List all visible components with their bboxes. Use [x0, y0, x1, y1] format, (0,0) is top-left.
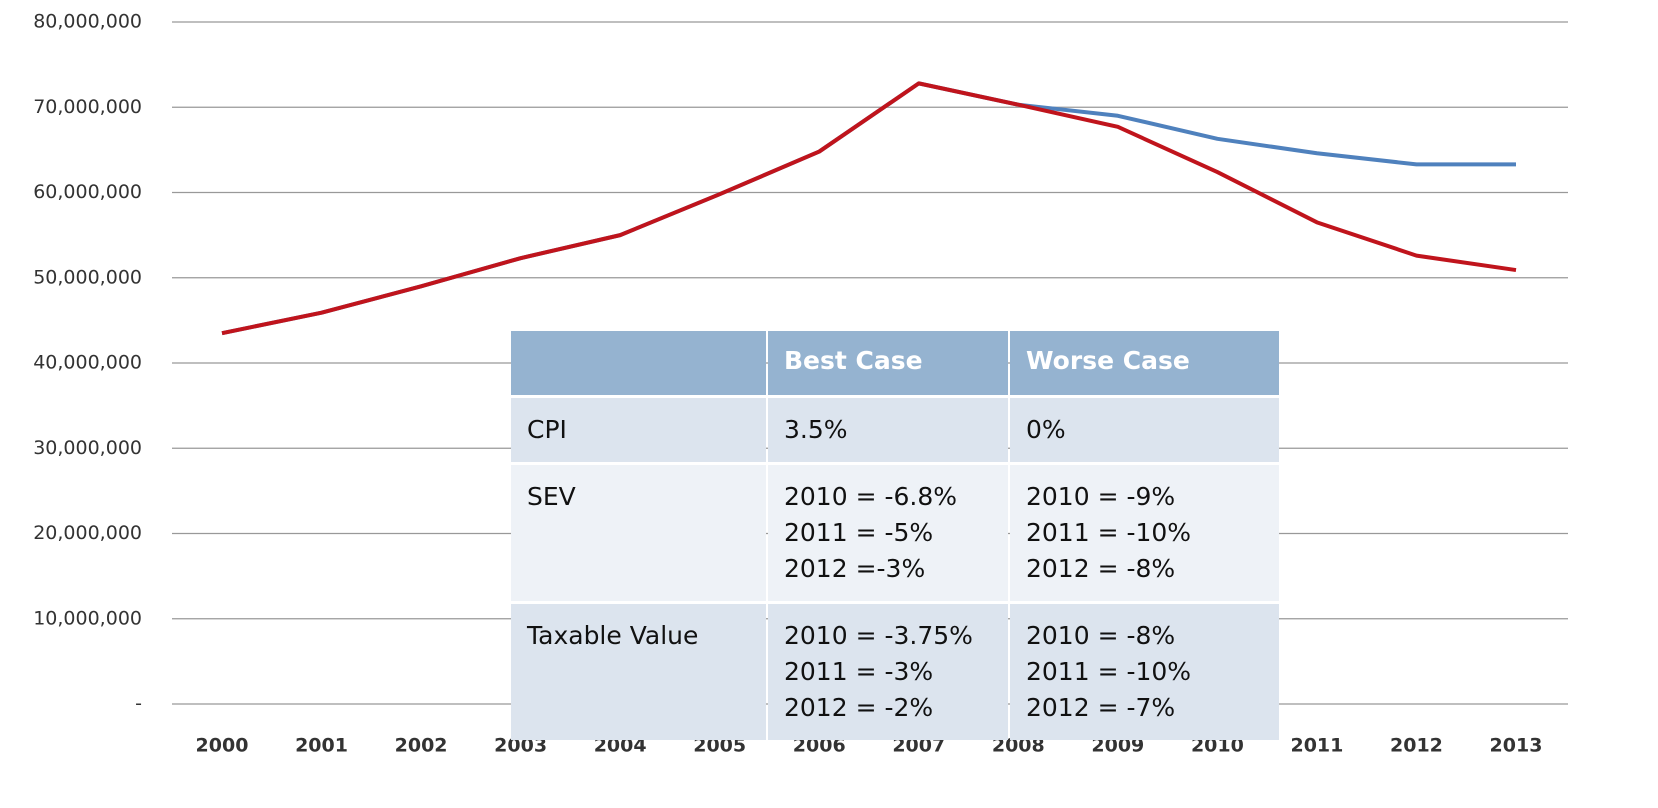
- y-tick-label: 60,000,000: [33, 181, 142, 203]
- header-cell: Best Case: [768, 331, 1008, 395]
- cell-line: 2012 = -8%: [1026, 554, 1176, 583]
- cell-line: 2010 = -8%: [1026, 621, 1176, 650]
- row-label: CPI: [511, 398, 766, 462]
- x-tick-label: 2006: [793, 735, 846, 757]
- y-tick-label: 80,000,000: [33, 11, 142, 33]
- x-tick-label: 2001: [295, 735, 348, 757]
- cell-line: 2012 =-3%: [784, 554, 926, 583]
- x-tick-label: 2007: [892, 735, 945, 757]
- x-tick-label: 2011: [1290, 735, 1343, 757]
- x-tick-label: 2002: [395, 735, 448, 757]
- y-tick-label: 30,000,000: [33, 437, 142, 459]
- x-tick-label: 2008: [992, 735, 1045, 757]
- line-series: [221, 81, 1516, 336]
- table-row: SEV 2010 = -6.8% 2011 = -5% 2012 =-3% 2010 =…: [511, 465, 1279, 601]
- cell-line: 0%: [1026, 415, 1066, 444]
- header-cell: [511, 331, 766, 395]
- cell-line: 2011 = -10%: [1026, 518, 1192, 547]
- line-series: [221, 81, 1517, 336]
- table-cell: 2010 = -9% 2011 = -10% 2012 = -8%: [1010, 465, 1279, 601]
- table: Best Case Worse Case CPI 3.5% 0% SEV 2010 = -6…: [511, 331, 1279, 743]
- y-tick-label: -: [135, 693, 142, 715]
- x-tick-label: 2004: [594, 735, 647, 757]
- x-tick-label: 2000: [196, 735, 249, 757]
- cell-line: 2012 = -7%: [1026, 693, 1176, 722]
- table-cell: 3.5%: [768, 398, 1008, 462]
- table-row: Taxable Value 2010 = -3.75% 2011 = -3% 2012…: [511, 604, 1279, 740]
- y-tick-label: 50,000,000: [33, 266, 142, 288]
- y-tick-label: 20,000,000: [33, 522, 142, 544]
- x-tick-label: 2009: [1091, 735, 1144, 757]
- row-label: Taxable Value: [511, 604, 766, 740]
- x-tick-label: 2012: [1390, 735, 1443, 757]
- cell-line: 2010 = -6.8%: [784, 482, 957, 511]
- cell-line: 2011 = -10%: [1026, 657, 1192, 686]
- y-tick-label: 70,000,000: [33, 96, 142, 118]
- y-tick-label: 40,000,000: [33, 352, 142, 374]
- table-cell: 0%: [1010, 398, 1279, 462]
- table-cell: 2010 = -3.75% 2011 = -3% 2012 = -2%: [768, 604, 1008, 740]
- row-label: SEV: [511, 465, 766, 601]
- table-cell: 2010 = -6.8% 2011 = -5% 2012 =-3%: [768, 465, 1008, 601]
- x-tick-label: 2005: [693, 735, 746, 757]
- cell-line: 2012 = -2%: [784, 693, 934, 722]
- table-row: CPI 3.5% 0%: [511, 398, 1279, 462]
- x-tick-label: 2010: [1191, 735, 1244, 757]
- cell-line: 2010 = -9%: [1026, 482, 1176, 511]
- cell-line: 2010 = -3.75%: [784, 621, 973, 650]
- cell-line: 2011 = -5%: [784, 518, 934, 547]
- y-tick-label: 10,000,000: [33, 607, 142, 629]
- cell-line: 2011 = -3%: [784, 657, 934, 686]
- x-tick-label: 2003: [494, 735, 547, 757]
- table-cell: 2010 = -8% 2011 = -10% 2012 = -7%: [1010, 604, 1279, 740]
- header-cell: Worse Case: [1010, 331, 1279, 395]
- table-header: Best Case Worse Case: [511, 331, 1279, 395]
- x-tick-label: 2013: [1490, 735, 1543, 757]
- cell-line: 3.5%: [784, 415, 848, 444]
